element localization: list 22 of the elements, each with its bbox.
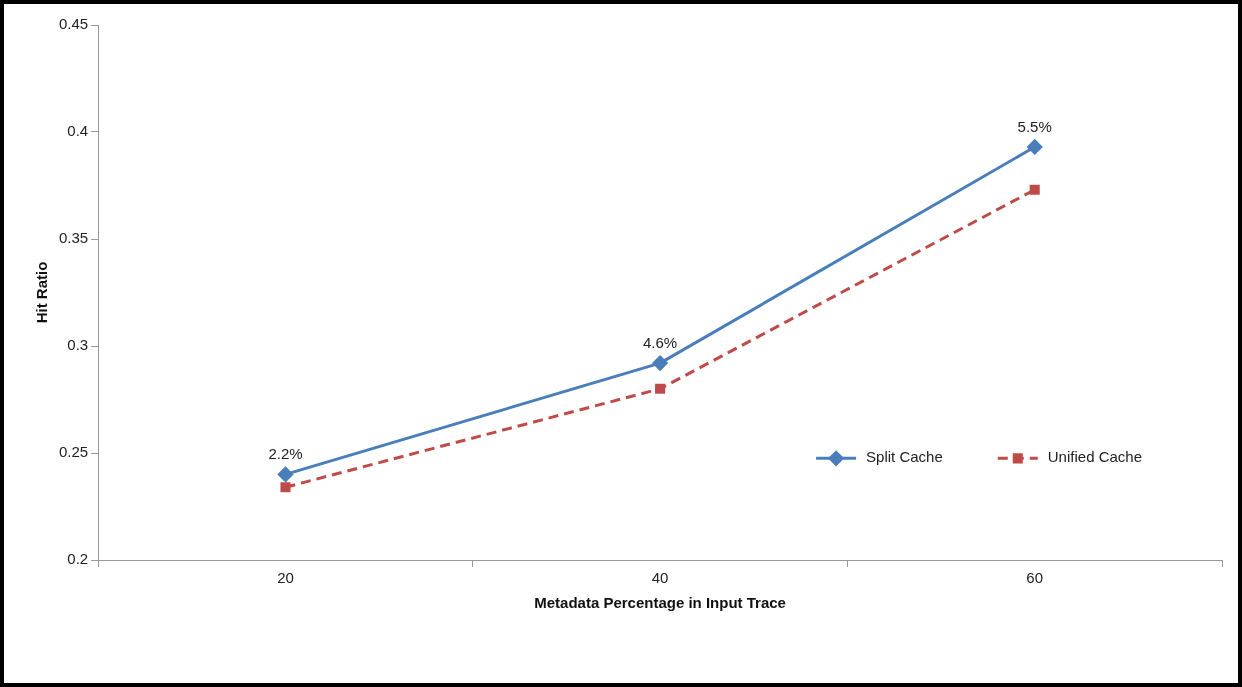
point [278, 466, 293, 482]
x-tick-label: 20 [277, 569, 294, 587]
y-tick-label: 0.35 [58, 229, 89, 247]
point [1029, 184, 1040, 195]
x-tick-label: 40 [651, 569, 669, 587]
annotation: 2.2% [268, 445, 303, 463]
point [280, 482, 291, 493]
annotation: 5.5% [1017, 117, 1052, 135]
y-tick-label: 0.2 [67, 550, 89, 568]
x-axis-title: Metadata Percentage in Input Trace [534, 594, 786, 612]
y-tick-label: 0.45 [58, 15, 89, 33]
point [652, 355, 668, 371]
y-tick-label: 0.3 [67, 336, 89, 354]
legend-label: Unified Cache [1047, 448, 1142, 466]
y-tick-label: 0.4 [67, 122, 89, 140]
point [655, 383, 666, 394]
legend-label: Split Cache [866, 448, 943, 466]
y-axis-title: Hit Ratio [33, 261, 51, 324]
x-tick-label: 60 [1026, 569, 1044, 587]
y-tick-label: 0.25 [58, 443, 89, 461]
point [1027, 139, 1043, 155]
annotation: 4.6% [643, 333, 678, 351]
